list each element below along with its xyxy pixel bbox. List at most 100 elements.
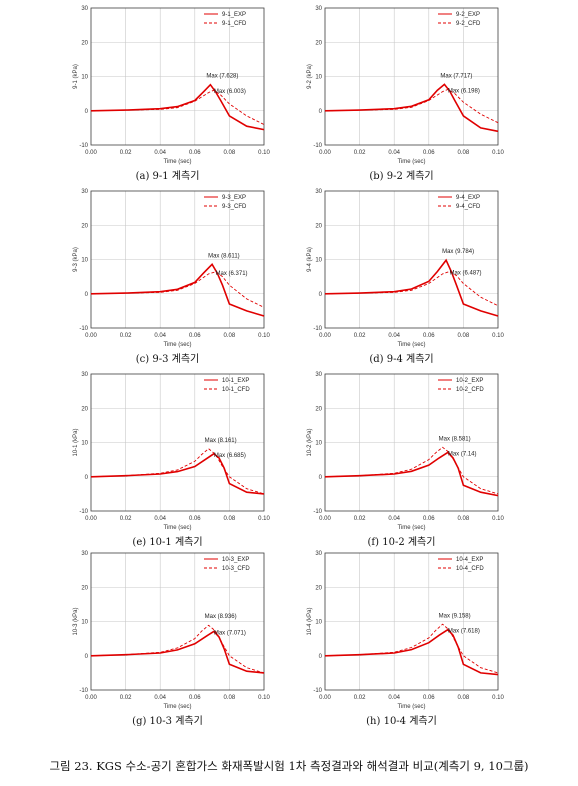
- max-annotation: Max (7.628): [206, 74, 238, 80]
- panel-caption: (h) 10-4 계측기: [366, 715, 437, 727]
- series-line-exp: [90, 630, 265, 674]
- legend-entry: 9-4_EXP: [456, 195, 480, 201]
- chart-panel-4: 0.00 0.02 0.04 0.06 0.08 0.10 -10 0 10 20 30 Time (…: [307, 189, 504, 365]
- y-tick-label: 0: [85, 109, 89, 115]
- max-annotation: Max (6.371): [216, 271, 248, 277]
- y-tick-label: 0: [85, 292, 89, 298]
- max-annotation: Max (7.717): [440, 73, 472, 79]
- x-tick-label: 0.04: [154, 695, 166, 701]
- panel-caption: (g) 10-3 계측기: [132, 715, 203, 727]
- y-tick-label: 0: [319, 292, 323, 298]
- legend-entry: 10-4_CFD: [456, 566, 484, 572]
- x-tick-label: 0.02: [120, 333, 132, 339]
- x-tick-label: 0.08: [458, 516, 470, 522]
- y-tick-label: 20: [315, 223, 322, 229]
- y-tick-label: 30: [81, 189, 88, 195]
- legend-entry: 9-2_CFD: [456, 21, 481, 27]
- plot-frame: [324, 552, 499, 691]
- panel-caption: (e) 10-1 계측기: [132, 536, 202, 548]
- chart-panel-3: 0.00 0.02 0.04 0.06 0.08 0.10 -10 0 10 20 30 Time (…: [73, 189, 270, 365]
- y-tick-label: -10: [79, 143, 88, 149]
- legend-entry: 9-1_EXP: [222, 12, 246, 18]
- y-tick-label: 20: [81, 585, 88, 591]
- y-tick-label: 30: [315, 372, 322, 378]
- x-tick-label: 0.08: [224, 150, 236, 156]
- y-tick-label: 10: [315, 258, 322, 264]
- x-tick-label: 0.06: [189, 150, 201, 156]
- legend-entry: 10-3_EXP: [222, 557, 249, 563]
- y-axis-label: 9-4 (kPa): [307, 247, 313, 272]
- x-axis-label: Time (sec): [397, 525, 425, 531]
- y-tick-label: 0: [85, 475, 89, 481]
- y-tick-label: 30: [315, 189, 322, 195]
- y-tick-label: 20: [315, 406, 322, 412]
- x-tick-label: 0.10: [258, 516, 270, 522]
- x-tick-label: 0.10: [258, 333, 270, 339]
- plot-frame: [90, 552, 265, 691]
- x-axis-label: Time (sec): [163, 525, 191, 531]
- y-tick-label: 10: [81, 75, 88, 81]
- x-tick-label: 0.06: [189, 516, 201, 522]
- plot-frame: [90, 7, 265, 146]
- y-axis-label: 10-1 (kPa): [73, 428, 79, 456]
- x-tick-label: 0.02: [120, 150, 132, 156]
- x-tick-label: 0.00: [319, 333, 331, 339]
- series-line-cfd: [90, 624, 265, 674]
- panel-caption: (c) 9-3 계측기: [136, 353, 199, 365]
- x-tick-label: 0.00: [85, 150, 97, 156]
- x-tick-label: 0.02: [354, 150, 366, 156]
- legend-entry: 9-3_CFD: [222, 204, 247, 210]
- y-axis-label: 10-4 (kPa): [307, 607, 313, 635]
- y-tick-label: 20: [81, 40, 88, 46]
- x-tick-label: 0.04: [388, 150, 400, 156]
- x-tick-label: 0.06: [423, 150, 435, 156]
- series-line-cfd: [324, 271, 499, 307]
- y-axis-label: 10-2 (kPa): [307, 428, 313, 456]
- legend-entry: 9-3_EXP: [222, 195, 246, 201]
- plot-frame: [90, 373, 265, 512]
- y-axis-label: 9-2 (kPa): [307, 64, 313, 89]
- x-tick-label: 0.04: [154, 333, 166, 339]
- max-annotation: Max (7.14): [448, 451, 477, 457]
- x-tick-label: 0.04: [154, 516, 166, 522]
- series-line-exp: [324, 258, 499, 317]
- x-tick-label: 0.00: [319, 150, 331, 156]
- y-tick-label: 10: [315, 620, 322, 626]
- x-tick-label: 0.08: [458, 150, 470, 156]
- x-tick-label: 0.02: [354, 695, 366, 701]
- y-tick-label: -10: [79, 509, 88, 515]
- y-tick-label: 30: [81, 372, 88, 378]
- max-annotation: Max (8.611): [208, 253, 240, 259]
- x-tick-label: 0.02: [120, 516, 132, 522]
- panel-caption: (a) 9-1 계측기: [136, 170, 200, 182]
- y-tick-label: 20: [315, 585, 322, 591]
- series-line-exp: [324, 83, 499, 133]
- x-tick-label: 0.04: [154, 150, 166, 156]
- plot-frame: [324, 373, 499, 512]
- chart-panel-2: 0.00 0.02 0.04 0.06 0.08 0.10 -10 0 10 20 30 Time (…: [307, 6, 504, 182]
- x-tick-label: 0.00: [85, 516, 97, 522]
- y-tick-label: -10: [79, 688, 88, 694]
- x-axis-label: Time (sec): [397, 159, 425, 165]
- x-tick-label: 0.10: [258, 695, 270, 701]
- chart-panel-5: 0.00 0.02 0.04 0.06 0.08 0.10 -10 0 10 20 30 Time (…: [73, 372, 270, 548]
- x-tick-label: 0.00: [319, 516, 331, 522]
- series-line-exp: [324, 628, 499, 676]
- x-tick-label: 0.00: [319, 695, 331, 701]
- y-tick-label: 0: [319, 654, 323, 660]
- x-tick-label: 0.00: [85, 333, 97, 339]
- x-tick-label: 0.08: [224, 695, 236, 701]
- legend-entry: 9-1_CFD: [222, 21, 247, 27]
- x-tick-label: 0.06: [423, 516, 435, 522]
- y-tick-label: 30: [81, 551, 88, 557]
- series-line-cfd: [324, 446, 499, 495]
- legend-entry: 10-2_CFD: [456, 387, 484, 393]
- plot-frame: [324, 190, 499, 329]
- y-tick-label: -10: [313, 509, 322, 515]
- y-tick-label: 10: [81, 258, 88, 264]
- max-annotation: Max (9.784): [442, 249, 474, 255]
- x-tick-label: 0.04: [388, 333, 400, 339]
- chart-panel-1: 0.00 0.02 0.04 0.06 0.08 0.10 -10 0 10 20 30 Time (…: [73, 6, 270, 182]
- max-annotation: Max (7.618): [448, 629, 480, 635]
